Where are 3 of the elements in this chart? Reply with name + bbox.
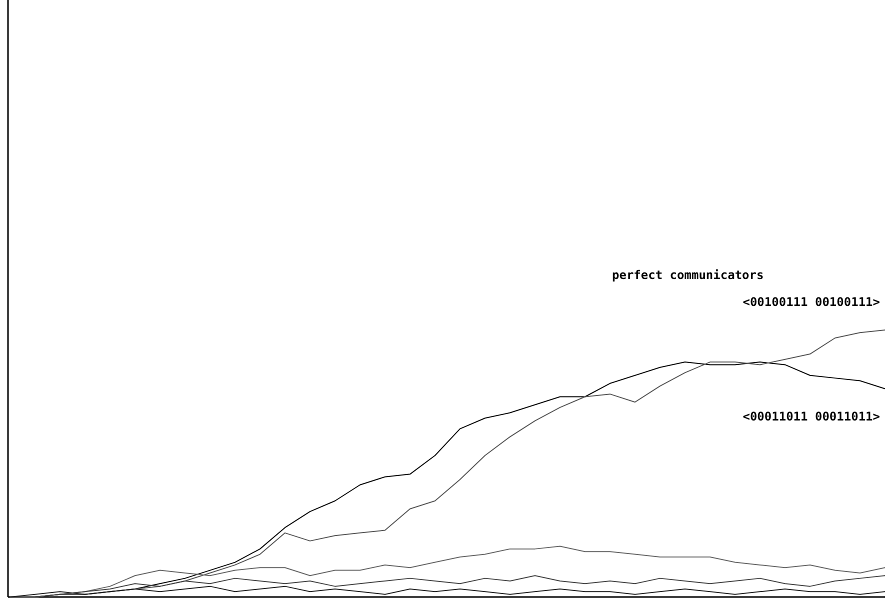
- series-label: <00100111 00100111>: [742, 295, 880, 309]
- text: perfect communicators: [612, 268, 764, 282]
- series-label: <00011011 00011011>: [742, 410, 880, 424]
